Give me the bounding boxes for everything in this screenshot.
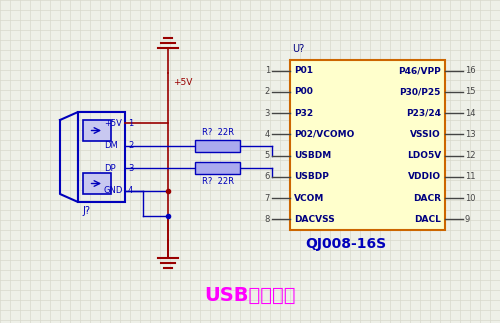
Text: 3: 3 [128, 164, 134, 173]
Text: DACR: DACR [413, 193, 441, 203]
Text: QJ008-16S: QJ008-16S [305, 237, 386, 251]
Bar [195, 162, 240, 174]
Text: P02/VCOMO: P02/VCOMO [294, 130, 354, 139]
Text: 15: 15 [465, 88, 475, 96]
Text: USB接口电路: USB接口电路 [204, 286, 296, 305]
Bar [195, 140, 240, 152]
Text: P01: P01 [294, 66, 313, 75]
Text: P46/VPP: P46/VPP [398, 66, 441, 75]
Text: GND: GND [104, 186, 123, 195]
Text: 8: 8 [264, 215, 270, 224]
Text: P00: P00 [294, 88, 313, 96]
Text: 7: 7 [264, 193, 270, 203]
Text: 12: 12 [465, 151, 475, 160]
Text: 14: 14 [465, 109, 475, 118]
Bar [83, 173, 111, 194]
Text: DM: DM [104, 141, 118, 150]
Text: P32: P32 [294, 109, 313, 118]
Text: VDDIO: VDDIO [408, 172, 441, 182]
Text: 6: 6 [264, 172, 270, 182]
Text: 1: 1 [265, 66, 270, 75]
Text: +5V: +5V [173, 78, 193, 87]
Text: 4: 4 [128, 186, 134, 195]
Text: +5V: +5V [104, 119, 122, 128]
Text: 2: 2 [128, 141, 134, 150]
Text: LDO5V: LDO5V [406, 151, 441, 160]
Text: DACL: DACL [414, 215, 441, 224]
Text: VSSIO: VSSIO [410, 130, 441, 139]
Text: 9: 9 [465, 215, 470, 224]
Text: USBDP: USBDP [294, 172, 329, 182]
Text: R?  22R: R? 22R [202, 128, 234, 137]
Text: VCOM: VCOM [294, 193, 324, 203]
Text: 4: 4 [265, 130, 270, 139]
Bar [78, 112, 125, 202]
Text: 11: 11 [465, 172, 475, 182]
Text: 13: 13 [465, 130, 475, 139]
Text: 5: 5 [265, 151, 270, 160]
Bar [83, 120, 111, 141]
Text: J?: J? [82, 206, 90, 216]
Text: 1: 1 [128, 119, 134, 128]
Text: DP: DP [104, 164, 116, 173]
Text: 16: 16 [465, 66, 475, 75]
Text: P23/24: P23/24 [406, 109, 441, 118]
Text: R?  22R: R? 22R [202, 177, 234, 186]
Text: 2: 2 [265, 88, 270, 96]
Text: USBDM: USBDM [294, 151, 331, 160]
Text: DACVSS: DACVSS [294, 215, 335, 224]
Text: U?: U? [292, 44, 304, 54]
Text: P30/P25: P30/P25 [400, 88, 441, 96]
Text: 10: 10 [465, 193, 475, 203]
Text: 3: 3 [264, 109, 270, 118]
Bar [290, 60, 445, 230]
